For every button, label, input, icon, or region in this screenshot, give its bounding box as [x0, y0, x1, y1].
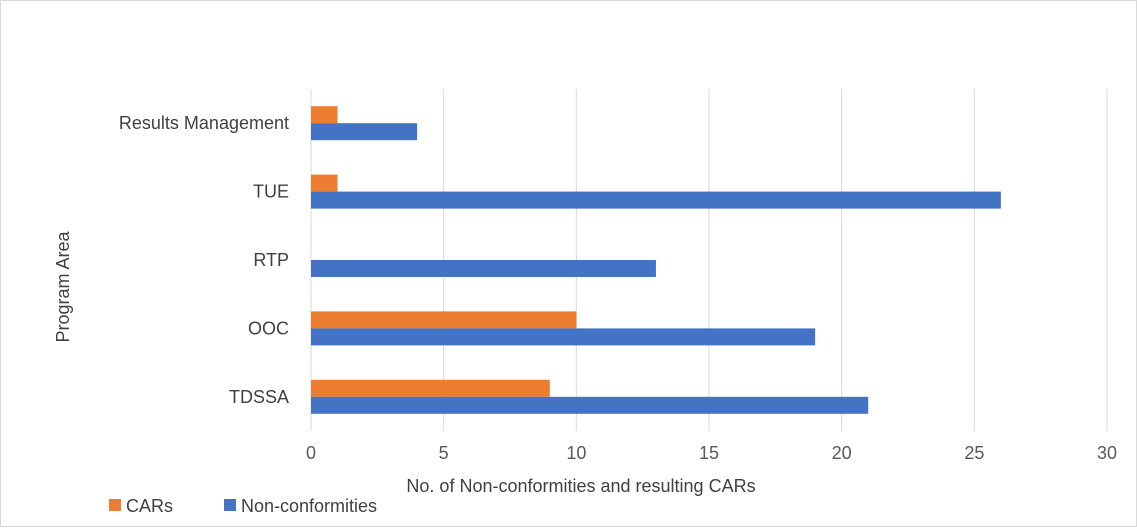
x-tick-label: 30 [1097, 443, 1117, 463]
x-tick-label: 20 [832, 443, 852, 463]
x-tick-label: 5 [439, 443, 449, 463]
x-tick-label: 10 [566, 443, 586, 463]
bar-cars [311, 174, 338, 192]
bars [311, 106, 1001, 414]
x-tick-label: 15 [699, 443, 719, 463]
category-label: Results Management [119, 113, 289, 133]
bar-non-conformities [311, 396, 869, 414]
category-label: RTP [253, 250, 289, 270]
category-label: TDSSA [229, 387, 289, 407]
bar-cars [311, 106, 338, 124]
bar-cars [311, 379, 550, 397]
legend-swatch [224, 499, 236, 511]
legend-label: Non-conformities [241, 496, 377, 516]
category-labels: TDSSA OOC RTP TUE Results Management [119, 113, 289, 407]
y-axis-title: Program Area [53, 230, 73, 342]
legend-swatch [109, 499, 121, 511]
x-tick-label: 25 [964, 443, 984, 463]
x-axis-title: No. of Non-conformities and resulting CA… [406, 476, 755, 496]
category-label: OOC [248, 318, 289, 338]
bar-non-conformities [311, 123, 418, 141]
x-tick-label: 0 [306, 443, 316, 463]
bar-non-conformities [311, 328, 816, 346]
legend: CARs Non-conformities [109, 496, 377, 516]
legend-label: CARs [126, 496, 173, 516]
category-label: TUE [253, 182, 289, 202]
x-tick-labels: 0 5 10 15 20 25 30 [306, 443, 1117, 463]
bar-non-conformities [311, 260, 656, 277]
bar-cars [311, 311, 577, 329]
bar-non-conformities [311, 191, 1001, 209]
